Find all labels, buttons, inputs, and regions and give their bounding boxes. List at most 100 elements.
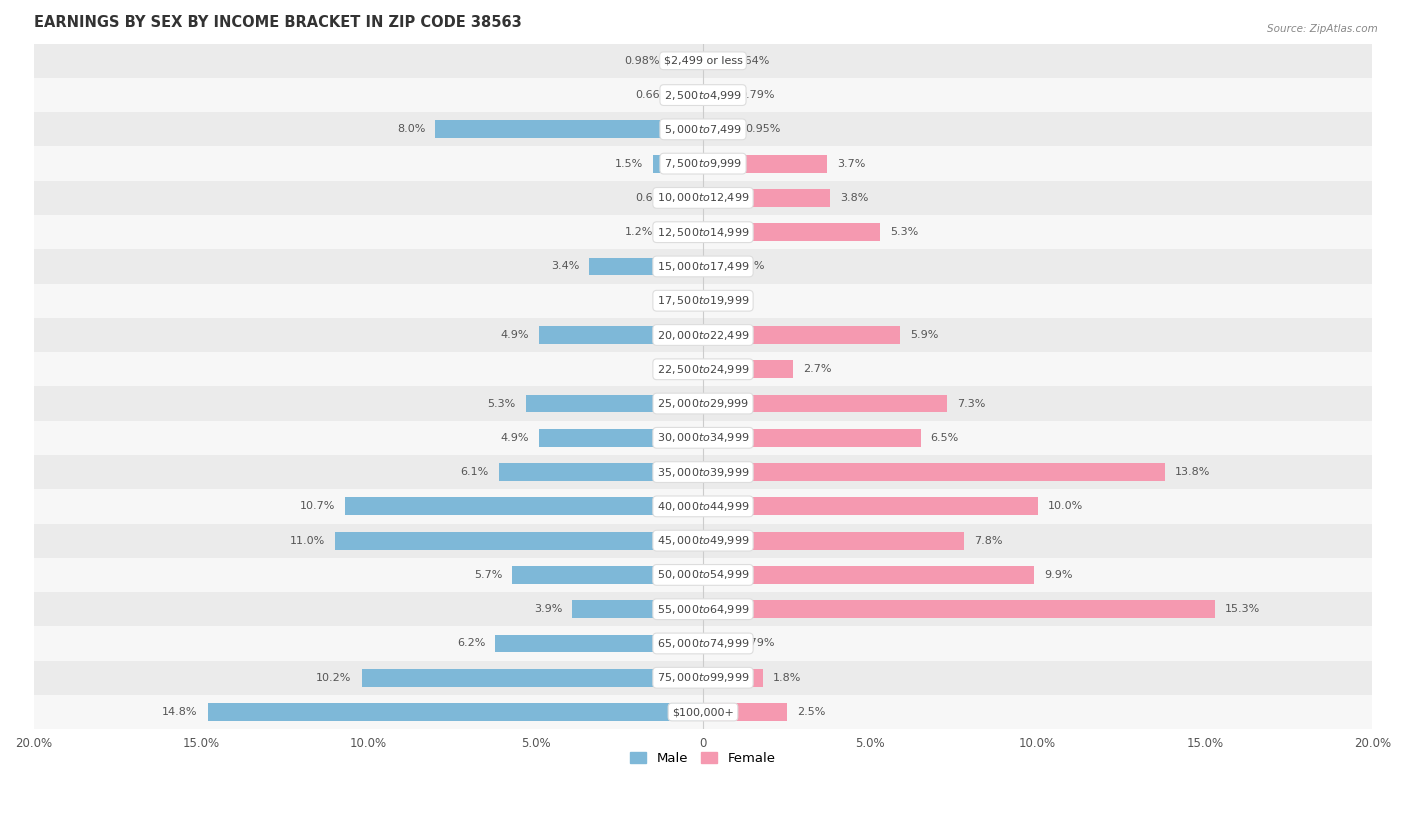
Text: 15.3%: 15.3% (1225, 604, 1260, 615)
Bar (34, 317, 1372, 352)
Text: 6.1%: 6.1% (461, 467, 489, 477)
Bar (34, 147, 1372, 181)
Bar (703, 566, 1035, 584)
Bar (652, 155, 703, 173)
Bar (703, 257, 718, 275)
Bar (703, 52, 724, 70)
Text: 5.7%: 5.7% (474, 570, 502, 580)
Bar (34, 78, 1372, 112)
Bar (703, 361, 793, 379)
Bar (703, 669, 763, 687)
Bar (34, 592, 1372, 626)
Bar (34, 112, 1372, 147)
Text: $7,500 to $9,999: $7,500 to $9,999 (664, 157, 742, 170)
Text: 14.8%: 14.8% (162, 707, 198, 717)
Bar (703, 326, 900, 344)
Bar (538, 326, 703, 344)
Text: $100,000+: $100,000+ (672, 707, 734, 717)
Bar (34, 249, 1372, 283)
Bar (34, 626, 1372, 661)
Text: 0.95%: 0.95% (745, 125, 780, 134)
Text: $35,000 to $39,999: $35,000 to $39,999 (657, 466, 749, 479)
Bar (34, 181, 1372, 215)
Bar (344, 497, 703, 515)
Text: 3.9%: 3.9% (534, 604, 562, 615)
Text: $2,500 to $4,999: $2,500 to $4,999 (664, 89, 742, 102)
Text: $5,000 to $7,499: $5,000 to $7,499 (664, 123, 742, 136)
Bar (703, 497, 1038, 515)
Text: 3.4%: 3.4% (551, 261, 579, 271)
Text: 0.64%: 0.64% (734, 56, 770, 66)
Bar (499, 463, 703, 481)
Bar (681, 189, 703, 207)
Text: 1.8%: 1.8% (773, 672, 801, 683)
Bar (34, 523, 1372, 558)
Bar (703, 463, 1166, 481)
Bar (703, 291, 709, 309)
Text: 6.5%: 6.5% (931, 433, 959, 443)
Bar (703, 703, 787, 721)
Text: $25,000 to $29,999: $25,000 to $29,999 (657, 397, 749, 410)
Text: $10,000 to $12,499: $10,000 to $12,499 (657, 191, 749, 204)
Text: $20,000 to $22,499: $20,000 to $22,499 (657, 329, 749, 342)
Text: 6.2%: 6.2% (457, 638, 485, 649)
Bar (361, 669, 703, 687)
Text: $55,000 to $64,999: $55,000 to $64,999 (657, 602, 749, 615)
Bar (208, 703, 703, 721)
Text: $45,000 to $49,999: $45,000 to $49,999 (657, 534, 749, 547)
Bar (526, 395, 703, 413)
Text: 10.2%: 10.2% (316, 672, 352, 683)
Text: 10.0%: 10.0% (1047, 501, 1083, 511)
Bar (662, 223, 703, 241)
Text: 0.0%: 0.0% (665, 295, 693, 306)
Bar (34, 44, 1372, 78)
Text: 4.9%: 4.9% (501, 330, 529, 340)
Bar (34, 489, 1372, 523)
Text: 8.0%: 8.0% (396, 125, 425, 134)
Bar (703, 223, 880, 241)
Bar (589, 257, 703, 275)
Text: 2.7%: 2.7% (803, 365, 832, 374)
Text: 7.3%: 7.3% (957, 399, 986, 409)
Text: 5.9%: 5.9% (911, 330, 939, 340)
Bar (681, 86, 703, 104)
Text: 1.5%: 1.5% (614, 159, 643, 168)
Bar (572, 600, 703, 618)
Text: $15,000 to $17,499: $15,000 to $17,499 (657, 260, 749, 273)
Bar (34, 421, 1372, 455)
Bar (703, 395, 948, 413)
Text: $30,000 to $34,999: $30,000 to $34,999 (657, 431, 749, 444)
Text: 0.48%: 0.48% (730, 261, 765, 271)
Text: 13.8%: 13.8% (1175, 467, 1211, 477)
Text: $17,500 to $19,999: $17,500 to $19,999 (657, 294, 749, 307)
Text: 11.0%: 11.0% (290, 536, 325, 545)
Bar (512, 566, 703, 584)
Bar (34, 558, 1372, 592)
Text: $50,000 to $54,999: $50,000 to $54,999 (657, 568, 749, 581)
Text: 5.3%: 5.3% (890, 227, 918, 237)
Text: 3.7%: 3.7% (837, 159, 865, 168)
Bar (538, 429, 703, 447)
Text: $40,000 to $44,999: $40,000 to $44,999 (657, 500, 749, 513)
Bar (34, 283, 1372, 317)
Bar (703, 532, 965, 549)
Text: $75,000 to $99,999: $75,000 to $99,999 (657, 672, 749, 685)
Bar (495, 635, 703, 652)
Text: 0.79%: 0.79% (740, 90, 775, 100)
Text: EARNINGS BY SEX BY INCOME BRACKET IN ZIP CODE 38563: EARNINGS BY SEX BY INCOME BRACKET IN ZIP… (34, 15, 522, 30)
Text: $2,499 or less: $2,499 or less (664, 56, 742, 66)
Text: 2.5%: 2.5% (797, 707, 825, 717)
Text: $65,000 to $74,999: $65,000 to $74,999 (657, 637, 749, 650)
Text: $22,500 to $24,999: $22,500 to $24,999 (657, 363, 749, 376)
Text: Source: ZipAtlas.com: Source: ZipAtlas.com (1267, 24, 1378, 34)
Bar (703, 155, 827, 173)
Bar (34, 455, 1372, 489)
Text: 4.9%: 4.9% (501, 433, 529, 443)
Bar (34, 352, 1372, 387)
Bar (34, 215, 1372, 249)
Bar (703, 120, 735, 138)
Legend: Male, Female: Male, Female (626, 747, 780, 771)
Bar (671, 52, 703, 70)
Text: 0.66%: 0.66% (636, 90, 671, 100)
Bar (34, 695, 1372, 729)
